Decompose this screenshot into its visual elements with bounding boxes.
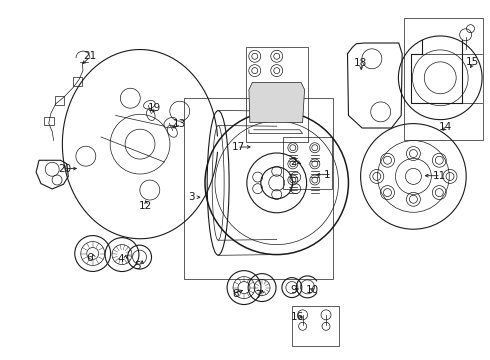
Text: 20: 20 bbox=[59, 163, 72, 174]
Text: 8: 8 bbox=[233, 289, 239, 299]
Bar bbox=[283, 137, 332, 189]
Text: 2: 2 bbox=[290, 157, 296, 167]
Text: 11: 11 bbox=[433, 171, 446, 181]
Text: 12: 12 bbox=[139, 201, 152, 211]
Text: 15: 15 bbox=[466, 57, 479, 67]
Text: 6: 6 bbox=[86, 253, 93, 263]
Bar bbox=[73, 77, 82, 86]
Text: 19: 19 bbox=[147, 103, 161, 113]
Text: 7: 7 bbox=[255, 290, 261, 300]
Bar bbox=[404, 18, 483, 140]
Text: 18: 18 bbox=[353, 58, 367, 68]
Text: 17: 17 bbox=[232, 142, 245, 152]
Text: 1: 1 bbox=[324, 170, 331, 180]
Text: 9: 9 bbox=[291, 285, 297, 296]
Text: 16: 16 bbox=[291, 312, 304, 322]
Text: 3: 3 bbox=[188, 192, 195, 202]
Polygon shape bbox=[249, 82, 305, 123]
Text: 10: 10 bbox=[306, 285, 318, 296]
Bar bbox=[45, 117, 54, 125]
Text: 14: 14 bbox=[439, 122, 452, 132]
Bar bbox=[55, 96, 64, 105]
Text: 5: 5 bbox=[134, 261, 140, 271]
Text: 13: 13 bbox=[173, 120, 187, 129]
Bar bbox=[184, 98, 333, 279]
Bar bbox=[292, 306, 339, 346]
Bar bbox=[246, 46, 308, 141]
Text: 4: 4 bbox=[117, 254, 124, 264]
Text: 21: 21 bbox=[83, 51, 96, 61]
